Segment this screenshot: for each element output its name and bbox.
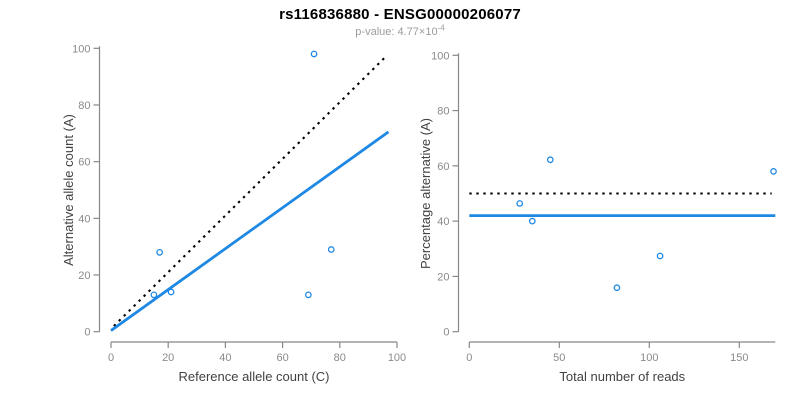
y-tick-label: 100: [72, 43, 90, 55]
data-point: [546, 156, 554, 164]
x-tick-label: 100: [388, 352, 406, 364]
data-point: [150, 291, 158, 299]
y-tick-label: 0: [84, 327, 90, 339]
y-tick-label: 80: [78, 100, 90, 112]
x-tick-label: 150: [730, 352, 748, 364]
p-value-text: p-value: 4.77×10: [355, 26, 438, 38]
y-tick-label: 40: [437, 216, 449, 228]
y-axis-title: Alternative allele count (A): [61, 114, 76, 266]
p-value-exponent: -4: [437, 23, 445, 33]
x-tick-label: 40: [219, 352, 231, 364]
y-tick-label: 100: [431, 50, 449, 62]
x-tick-label: 80: [334, 352, 346, 364]
data-point: [167, 288, 175, 296]
y-axis-title: Percentage alternative (A): [418, 118, 433, 269]
data-point: [304, 291, 312, 299]
y-tick-label: 20: [437, 271, 449, 283]
data-point: [327, 246, 335, 253]
y-tick-label: 60: [437, 161, 449, 173]
x-axis-title: Reference allele count (C): [178, 369, 329, 384]
data-point: [528, 217, 536, 225]
data-point: [656, 252, 664, 260]
data-point: [770, 168, 777, 175]
data-point: [613, 284, 621, 292]
x-tick-label: 0: [108, 352, 114, 364]
p-value-subtitle: p-value: 4.77×10-4: [0, 23, 800, 38]
identity-line: [113, 56, 387, 327]
y-tick-label: 20: [78, 270, 90, 282]
data-point: [516, 200, 524, 207]
x-tick-label: 50: [553, 352, 565, 364]
x-axis-title: Total number of reads: [559, 369, 685, 384]
data-point: [156, 248, 163, 256]
x-tick-label: 20: [162, 352, 174, 364]
x-tick-label: 0: [466, 352, 472, 364]
y-tick-label: 0: [443, 327, 449, 339]
y-tick-label: 40: [78, 213, 90, 225]
x-tick-label: 60: [276, 352, 288, 364]
y-tick-label: 80: [437, 106, 449, 118]
fit-line: [110, 130, 390, 332]
page-title: rs116836880 - ENSG00000206077: [279, 6, 521, 23]
y-tick-label: 60: [78, 157, 90, 169]
x-tick-label: 100: [640, 352, 658, 364]
data-point: [310, 50, 318, 58]
